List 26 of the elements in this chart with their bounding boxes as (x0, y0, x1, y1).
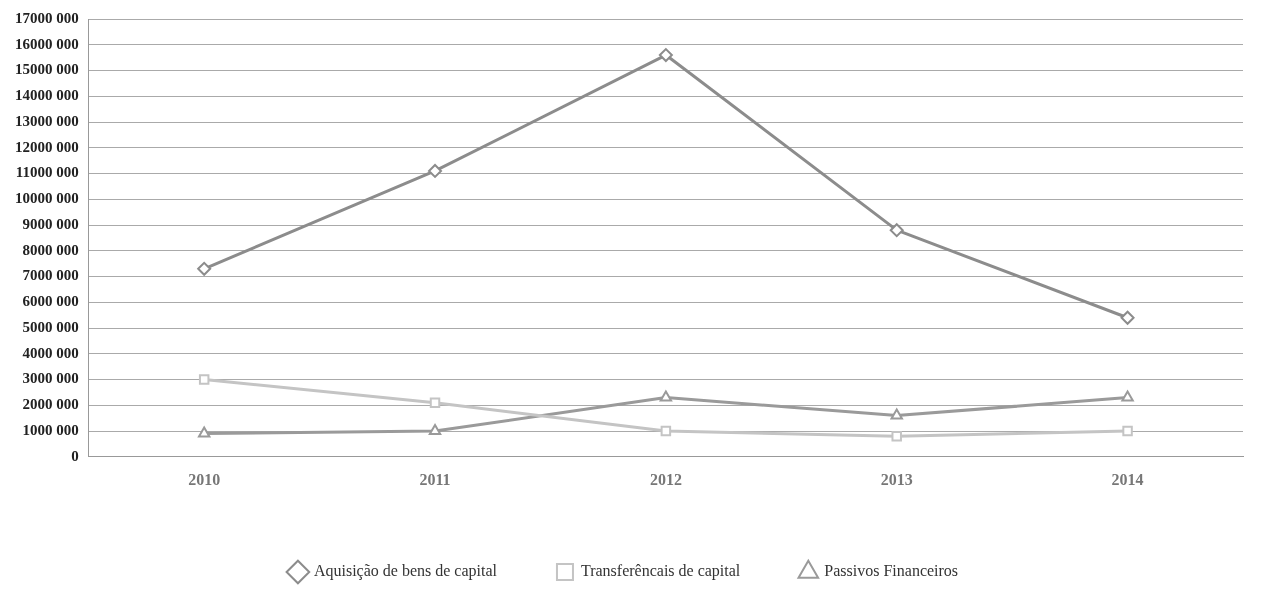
y-tick-label: 16000 000 (15, 35, 79, 52)
x-tick-label: 2012 (649, 470, 682, 488)
y-tick-label: 9000 000 (22, 215, 79, 232)
y-tick-label: 6000 000 (22, 293, 79, 310)
y-tick-label: 10000 000 (15, 190, 79, 207)
legend-label: Passivos Financeiros (824, 562, 959, 580)
y-tick-label: 11000 000 (15, 164, 79, 181)
y-tick-label: 8000 000 (22, 241, 79, 258)
legend-label: Transferêncais de capital (580, 562, 741, 581)
x-tick-label: 2014 (1111, 470, 1144, 488)
x-tick-label: 2010 (188, 470, 221, 488)
y-tick-label: 14000 000 (15, 87, 79, 104)
y-tick-label: 7000 000 (22, 267, 79, 284)
x-tick-label: 2011 (419, 470, 451, 488)
y-tick-label: 1000 000 (22, 421, 79, 438)
y-tick-label: 5000 000 (22, 318, 79, 335)
legend-label: Aquisição de bens de capital (313, 562, 498, 581)
y-tick-label: 12000 000 (15, 138, 79, 155)
y-tick-label: 2000 000 (22, 396, 79, 413)
y-tick-label: 13000 000 (15, 112, 79, 129)
y-tick-label: 4000 000 (22, 344, 79, 361)
y-tick-label: 17000 000 (15, 9, 79, 26)
y-tick-label: 15000 000 (15, 61, 79, 78)
y-tick-label: 3000 000 (22, 370, 79, 387)
x-tick-label: 2013 (880, 470, 913, 488)
y-tick-label: 0 (71, 447, 79, 464)
